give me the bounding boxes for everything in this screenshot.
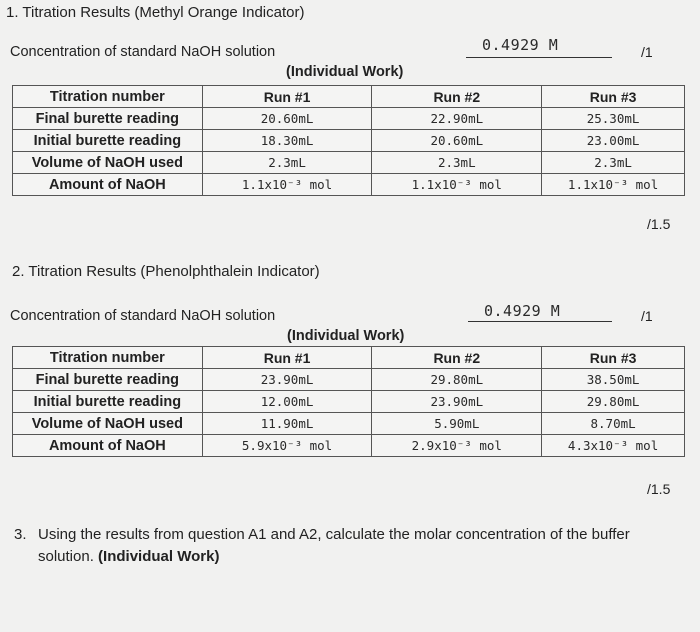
cell-run-1: 1.1x10⁻³ mol — [201, 173, 373, 196]
row-label: Amount of NaOH — [12, 434, 203, 457]
cell-run-1: 11.90mL — [201, 412, 373, 435]
table-header-row: Titration number Run #1 Run #2 Run #3 — [12, 346, 685, 369]
header-run-1: Run #1 — [201, 346, 373, 369]
header-run-3: Run #3 — [541, 85, 685, 108]
table-row: Volume of NaOH used 11.90mL 5.90mL 8.70m… — [12, 412, 685, 435]
question3-number: 3. — [14, 526, 27, 543]
cell-run-1: 2.3mL — [201, 151, 373, 174]
section2-concentration-value: 0.4929 M — [484, 302, 561, 320]
cell-run-2: 2.3mL — [371, 151, 543, 174]
table-row: Initial burette reading 18.30mL 20.60mL … — [12, 129, 685, 152]
cell-run-3: 25.30mL — [541, 107, 685, 130]
cell-run-2: 22.90mL — [371, 107, 543, 130]
cell-run-1: 18.30mL — [201, 129, 373, 152]
section2-concentration-label: Concentration of standard NaOH solution — [10, 308, 276, 324]
section1-table: Titration number Run #1 Run #2 Run #3 Fi… — [12, 85, 685, 196]
header-titration-number: Titration number — [12, 346, 203, 369]
section1-concentration-underline — [466, 57, 612, 58]
question3-text: Using the results from question A1 and A… — [38, 524, 688, 568]
cell-run-2: 29.80mL — [371, 368, 543, 391]
section2-table: Titration number Run #1 Run #2 Run #3 Fi… — [12, 346, 685, 457]
cell-run-2: 20.60mL — [371, 129, 543, 152]
cell-run-3: 23.00mL — [541, 129, 685, 152]
section2-concentration-underline — [468, 321, 612, 322]
header-run-2: Run #2 — [371, 346, 543, 369]
cell-run-1: 5.9x10⁻³ mol — [201, 434, 373, 457]
cell-run-1: 20.60mL — [201, 107, 373, 130]
table-header-row: Titration number Run #1 Run #2 Run #3 — [12, 85, 685, 108]
section2-concentration-score: /1 — [641, 308, 653, 324]
section1-individual-work: (Individual Work) — [286, 64, 404, 80]
section1-concentration-score: /1 — [641, 44, 653, 60]
table-row: Amount of NaOH 1.1x10⁻³ mol 1.1x10⁻³ mol… — [12, 173, 685, 196]
section1-concentration-value: 0.4929 M — [482, 36, 559, 54]
section1-concentration-label: Concentration of standard NaOH solution — [10, 44, 276, 60]
section2-title: 2. Titration Results (Phenolphthalein In… — [12, 263, 320, 280]
cell-run-3: 4.3x10⁻³ mol — [541, 434, 685, 457]
table-row: Amount of NaOH 5.9x10⁻³ mol 2.9x10⁻³ mol… — [12, 434, 685, 457]
row-label: Initial burette reading — [12, 390, 203, 413]
cell-run-3: 1.1x10⁻³ mol — [541, 173, 685, 196]
row-label: Volume of NaOH used — [12, 151, 203, 174]
row-label: Volume of NaOH used — [12, 412, 203, 435]
cell-run-3: 29.80mL — [541, 390, 685, 413]
cell-run-1: 12.00mL — [201, 390, 373, 413]
cell-run-3: 38.50mL — [541, 368, 685, 391]
cell-run-2: 23.90mL — [371, 390, 543, 413]
section1-title: 1. Titration Results (Methyl Orange Indi… — [6, 4, 305, 21]
table-row: Final burette reading 23.90mL 29.80mL 38… — [12, 368, 685, 391]
header-titration-number: Titration number — [12, 85, 203, 108]
row-label: Amount of NaOH — [12, 173, 203, 196]
row-label: Final burette reading — [12, 107, 203, 130]
section2-individual-work: (Individual Work) — [287, 328, 405, 344]
cell-run-3: 8.70mL — [541, 412, 685, 435]
table-row: Final burette reading 20.60mL 22.90mL 25… — [12, 107, 685, 130]
cell-run-3: 2.3mL — [541, 151, 685, 174]
header-run-3: Run #3 — [541, 346, 685, 369]
section1-score: /1.5 — [647, 216, 671, 232]
row-label: Initial burette reading — [12, 129, 203, 152]
cell-run-1: 23.90mL — [201, 368, 373, 391]
cell-run-2: 1.1x10⁻³ mol — [371, 173, 543, 196]
cell-run-2: 2.9x10⁻³ mol — [371, 434, 543, 457]
header-run-1: Run #1 — [201, 85, 373, 108]
question3-individual-work: (Individual Work) — [98, 548, 220, 565]
table-row: Initial burette reading 12.00mL 23.90mL … — [12, 390, 685, 413]
question3-prompt: Using the results from question A1 and A… — [38, 526, 630, 565]
cell-run-2: 5.90mL — [371, 412, 543, 435]
row-label: Final burette reading — [12, 368, 203, 391]
section2-score: /1.5 — [647, 481, 671, 497]
header-run-2: Run #2 — [371, 85, 543, 108]
table-row: Volume of NaOH used 2.3mL 2.3mL 2.3mL — [12, 151, 685, 174]
